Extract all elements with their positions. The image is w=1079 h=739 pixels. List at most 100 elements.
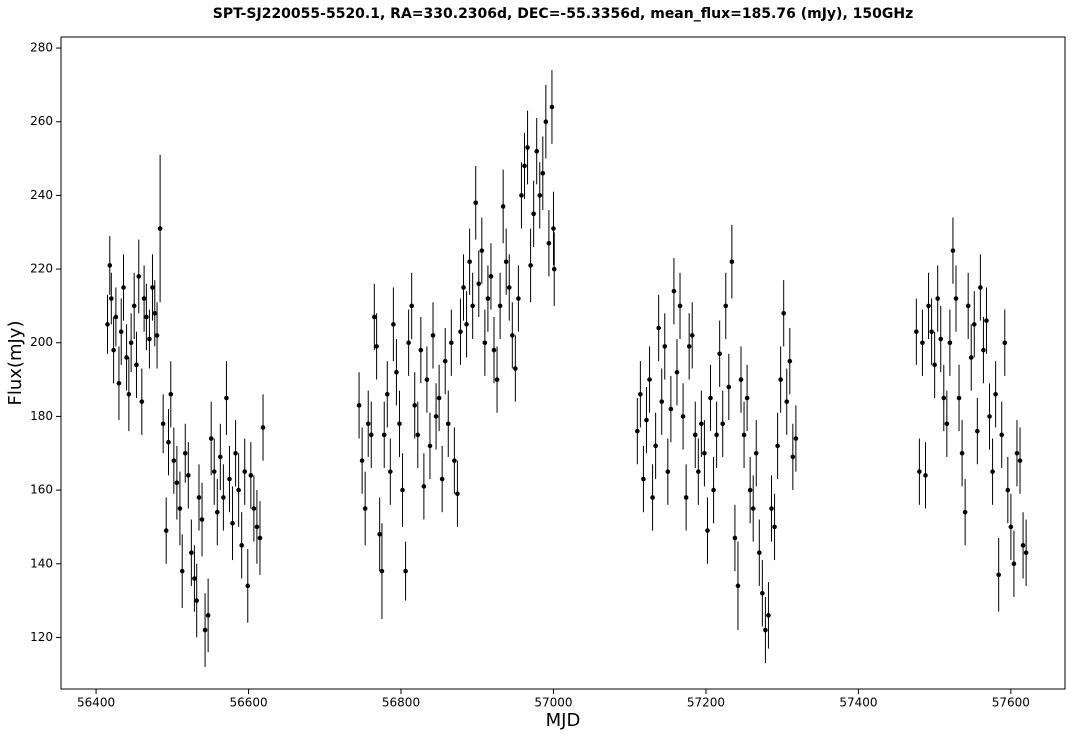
data-point bbox=[971, 322, 977, 327]
data-point bbox=[368, 432, 374, 438]
data-point bbox=[242, 469, 248, 474]
data-point bbox=[696, 469, 701, 474]
data-point bbox=[926, 303, 931, 309]
y-tick-label: 180 bbox=[30, 409, 53, 423]
data-point bbox=[689, 333, 695, 338]
data-point bbox=[381, 432, 387, 438]
data-point bbox=[769, 506, 774, 511]
data-point bbox=[445, 421, 451, 427]
data-point bbox=[139, 399, 145, 404]
data-point bbox=[506, 285, 512, 290]
data-point bbox=[479, 248, 485, 253]
data-point bbox=[134, 362, 139, 368]
x-tick-label: 57400 bbox=[839, 696, 877, 710]
data-point bbox=[141, 296, 147, 301]
data-point bbox=[763, 627, 768, 633]
data-point bbox=[950, 248, 956, 253]
data-point bbox=[510, 333, 515, 338]
data-point bbox=[113, 314, 119, 320]
y-tick-label: 260 bbox=[30, 114, 53, 128]
data-point bbox=[257, 535, 263, 541]
data-point bbox=[641, 476, 646, 482]
data-point bbox=[953, 296, 959, 301]
data-point bbox=[705, 528, 710, 533]
data-point bbox=[260, 425, 266, 430]
data-point bbox=[987, 414, 992, 419]
data-point bbox=[208, 436, 214, 441]
data-point bbox=[744, 395, 750, 401]
data-point bbox=[166, 439, 171, 445]
data-point bbox=[177, 506, 183, 511]
data-point bbox=[920, 340, 925, 346]
x-tick-label: 56800 bbox=[382, 696, 420, 710]
y-axis-label: Flux(mJy) bbox=[5, 321, 26, 406]
data-point bbox=[136, 274, 142, 279]
data-point bbox=[214, 509, 220, 515]
data-point bbox=[192, 576, 197, 581]
data-point bbox=[1002, 340, 1008, 346]
data-point bbox=[384, 392, 390, 397]
data-point bbox=[403, 568, 408, 574]
y-tick-label: 160 bbox=[30, 483, 53, 497]
data-point bbox=[968, 355, 974, 360]
data-point bbox=[917, 469, 922, 474]
data-point bbox=[551, 266, 557, 272]
data-point bbox=[519, 193, 524, 198]
data-point bbox=[118, 329, 124, 334]
data-point bbox=[365, 421, 371, 427]
data-point bbox=[790, 454, 796, 460]
data-point bbox=[999, 432, 1005, 438]
data-point bbox=[683, 495, 689, 500]
y-tick-label: 200 bbox=[30, 335, 53, 349]
data-point bbox=[473, 200, 479, 206]
x-axis-label: MJD bbox=[546, 710, 581, 731]
data-point bbox=[202, 627, 208, 633]
data-point bbox=[941, 395, 947, 401]
data-point bbox=[196, 495, 202, 500]
data-point bbox=[205, 613, 211, 618]
data-point bbox=[938, 336, 944, 342]
data-point bbox=[418, 347, 424, 353]
data-point bbox=[981, 347, 986, 353]
data-point bbox=[424, 377, 430, 382]
data-point bbox=[996, 572, 1001, 578]
data-point bbox=[732, 535, 738, 541]
data-point bbox=[121, 285, 126, 290]
data-point bbox=[522, 163, 527, 169]
y-tick-label: 120 bbox=[30, 630, 53, 644]
data-point bbox=[105, 322, 110, 327]
data-point bbox=[699, 421, 704, 427]
data-point bbox=[109, 296, 114, 301]
data-point bbox=[224, 395, 229, 401]
data-point bbox=[674, 369, 680, 375]
data-point bbox=[540, 170, 546, 176]
data-point bbox=[233, 450, 238, 456]
data-point bbox=[494, 377, 500, 382]
data-point bbox=[650, 495, 655, 500]
data-point bbox=[677, 303, 683, 309]
data-point bbox=[914, 329, 919, 334]
data-point bbox=[362, 506, 368, 511]
data-point bbox=[551, 226, 556, 231]
data-point bbox=[236, 487, 241, 493]
data-point bbox=[436, 395, 442, 401]
data-point bbox=[787, 358, 793, 364]
data-point bbox=[692, 432, 698, 438]
data-point bbox=[962, 509, 968, 515]
data-point bbox=[211, 469, 217, 474]
data-point bbox=[124, 355, 129, 360]
data-point bbox=[513, 366, 518, 371]
chart-title: SPT-SJ220055-5520.1, RA=330.2306d, DEC=-… bbox=[213, 6, 913, 22]
data-point bbox=[543, 119, 549, 125]
data-point bbox=[525, 145, 530, 150]
data-point bbox=[221, 495, 226, 500]
data-point bbox=[464, 322, 469, 327]
data-point bbox=[218, 454, 223, 460]
data-point bbox=[476, 281, 482, 287]
data-point bbox=[735, 583, 741, 589]
data-point bbox=[711, 487, 716, 493]
y-tick-label: 240 bbox=[30, 188, 53, 202]
data-point bbox=[433, 414, 439, 419]
data-point bbox=[168, 392, 174, 397]
data-point bbox=[394, 369, 399, 375]
